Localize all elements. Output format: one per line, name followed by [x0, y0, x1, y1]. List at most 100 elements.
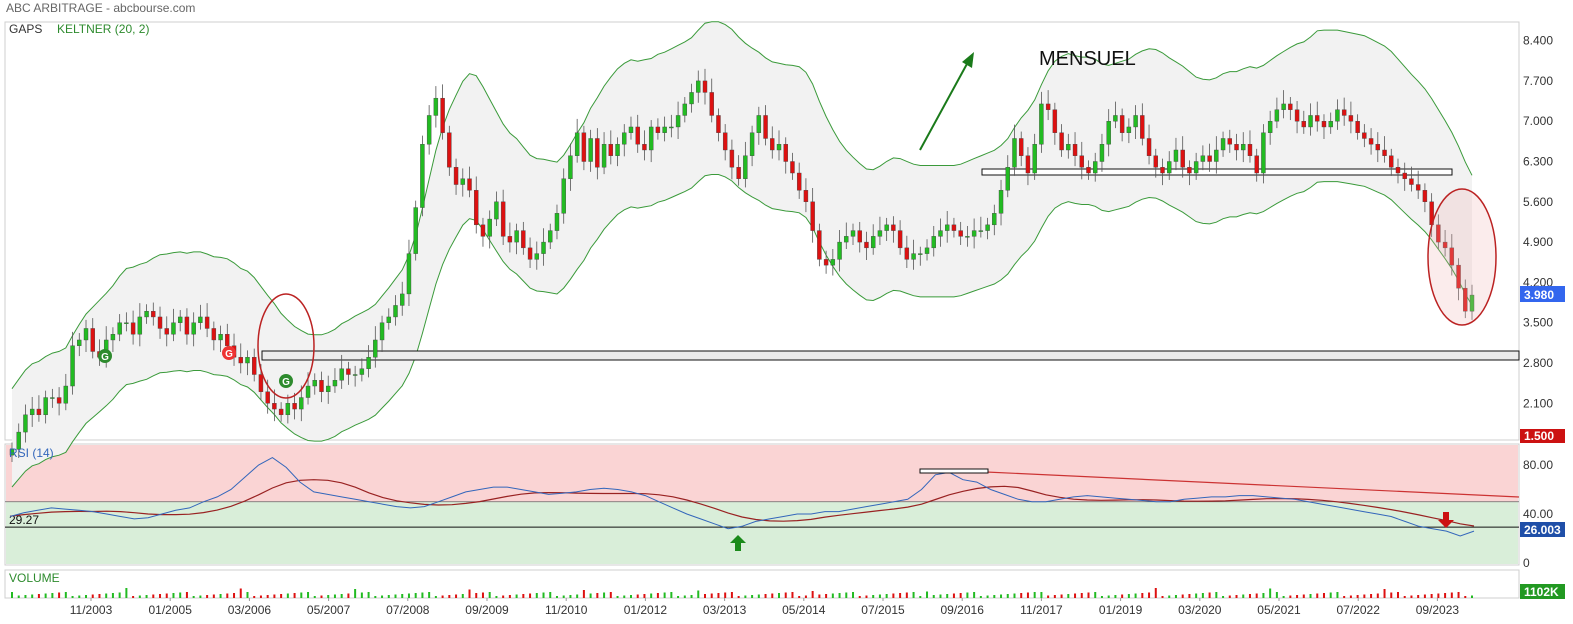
volume-bar: [690, 595, 693, 598]
rsi-up-arrow-icon: [730, 535, 746, 551]
volume-bar: [1363, 594, 1366, 598]
volume-bar: [1255, 593, 1258, 598]
price-tick-label: 2.100: [1523, 396, 1553, 410]
volume-bar: [1148, 592, 1151, 598]
candle-body: [1059, 132, 1064, 151]
volume-bar: [1121, 594, 1124, 598]
volume-bar: [905, 592, 908, 598]
candle-body: [588, 138, 593, 162]
candle-body: [110, 334, 116, 341]
volume-bar: [1356, 595, 1359, 598]
candle-body: [1180, 149, 1185, 168]
volume-bar: [475, 593, 478, 598]
volume-bar: [199, 595, 202, 598]
candle-body: [50, 397, 55, 399]
x-tick-label: 07/2015: [861, 603, 905, 617]
volume-bar: [1154, 588, 1157, 598]
candle-body: [157, 316, 163, 329]
candle-body: [1267, 121, 1273, 133]
volume-bar: [1450, 592, 1453, 598]
candle-body: [1315, 115, 1320, 122]
candle-body: [1173, 149, 1179, 162]
volume-bar: [1168, 595, 1171, 598]
x-tick-label: 09/2009: [465, 603, 509, 617]
volume-bar: [1235, 595, 1238, 598]
volume-bar: [1457, 592, 1460, 598]
candle-body: [1012, 138, 1017, 168]
candle-body: [1395, 167, 1401, 174]
volume-bar: [280, 594, 283, 598]
volume-bar: [1444, 593, 1447, 598]
candle-body: [722, 132, 728, 151]
volume-bar: [1282, 596, 1285, 598]
candle-body: [857, 230, 862, 243]
candle-body: [951, 224, 957, 231]
candle-body: [669, 126, 674, 129]
candle-body: [924, 247, 930, 254]
highlight-ellipse-2024: [1427, 188, 1497, 326]
candle-body: [433, 97, 439, 116]
volume-bar: [340, 594, 343, 598]
candle-body: [1099, 144, 1105, 162]
candle-body: [548, 230, 553, 243]
candle-body: [998, 190, 1004, 214]
candle-body: [467, 178, 472, 191]
volume-bar: [125, 588, 128, 598]
highlight-ellipse-2006: [257, 293, 315, 399]
volume-bar: [1107, 595, 1110, 598]
volume-bar: [1161, 596, 1164, 598]
candle-body: [897, 230, 903, 249]
candle-body: [1355, 121, 1360, 133]
volume-bar: [1080, 593, 1083, 598]
candle-body: [332, 380, 338, 387]
volume-bar: [1174, 595, 1177, 598]
last-price-label: 3.980: [1524, 288, 1554, 302]
volume-bar: [11, 592, 13, 598]
volume-bar: [582, 590, 585, 598]
volume-bar: [946, 594, 949, 598]
volume-bar: [804, 595, 807, 598]
candle-body: [655, 126, 661, 133]
price-tick-label: 7.700: [1523, 74, 1553, 88]
candle-body: [1456, 264, 1461, 289]
x-tick-label: 03/2013: [703, 603, 747, 617]
candle-body: [622, 132, 627, 145]
volume-bar: [603, 592, 606, 598]
volume-bar: [979, 596, 982, 598]
volume-bar: [502, 595, 505, 598]
x-tick-label: 05/2007: [307, 603, 351, 617]
price-tick-label: 5.600: [1523, 195, 1553, 209]
candle-body: [319, 380, 324, 392]
volume-bar: [1336, 592, 1339, 598]
volume-bar: [1248, 594, 1251, 598]
volume-bar: [670, 592, 673, 598]
candle-body: [1274, 109, 1280, 122]
volume-bar: [1141, 593, 1144, 598]
volume-bar: [1134, 593, 1137, 598]
candle-body: [581, 132, 587, 162]
candle-body: [252, 357, 257, 375]
volume-bar: [1006, 594, 1009, 598]
candle-body: [938, 230, 943, 237]
volume-bar: [132, 596, 135, 598]
volume-bar: [333, 594, 336, 598]
candle-body: [326, 385, 331, 392]
candle-body: [1234, 144, 1239, 151]
volume-bar: [562, 595, 565, 598]
volume-bar: [1309, 594, 1312, 598]
volume-bar: [939, 594, 942, 598]
volume-bar: [185, 592, 188, 598]
volume-bar: [636, 594, 639, 598]
volume-value-badge: [1520, 584, 1565, 599]
candle-body: [191, 322, 196, 335]
keltner-label: KELTNER (20, 2): [57, 22, 149, 36]
price-tick-label: 3.500: [1523, 316, 1553, 330]
trend-arrow-head: [962, 52, 974, 68]
volume-bar: [993, 595, 996, 598]
candle-body: [460, 178, 465, 185]
candle-body: [1126, 126, 1132, 133]
candle-body: [265, 391, 270, 404]
candle-body: [245, 357, 250, 364]
candle-body: [1079, 155, 1084, 168]
